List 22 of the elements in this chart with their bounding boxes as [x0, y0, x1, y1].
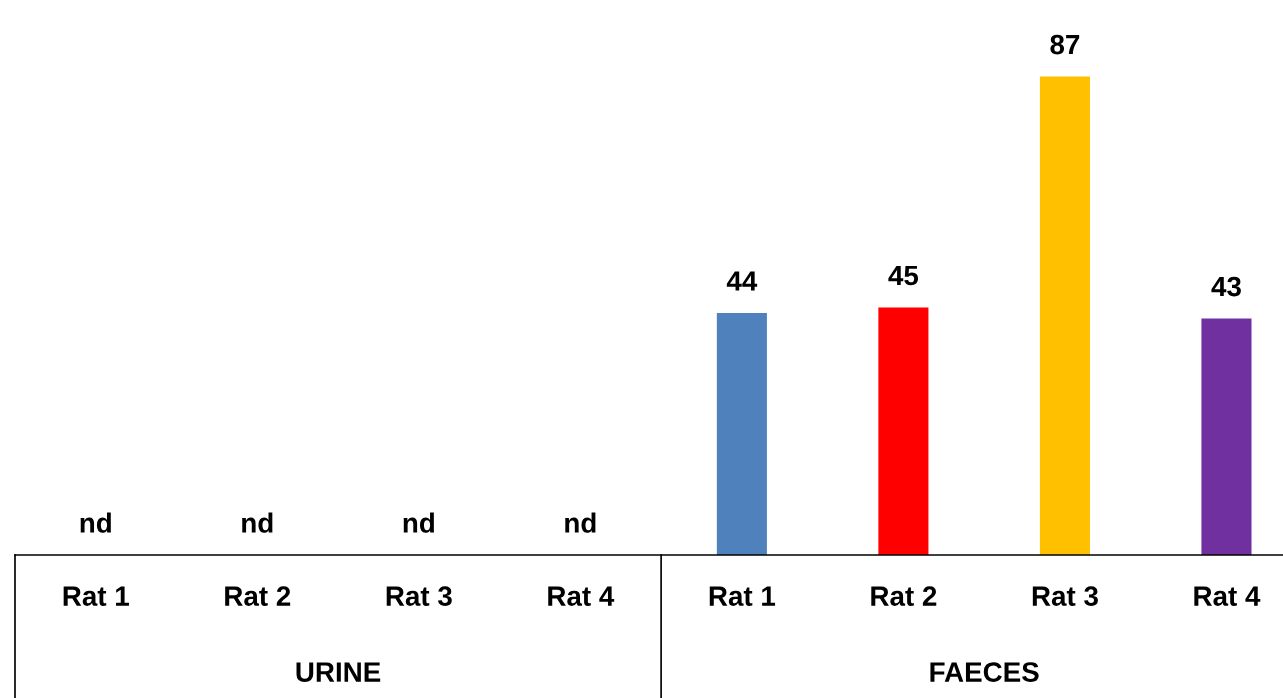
text: FAECES — [930, 662, 1039, 682]
x-tick-label: Rat 2 — [871, 586, 937, 606]
bar — [1039, 76, 1090, 555]
x-tick-label: Rat 1 — [63, 586, 129, 606]
bar — [716, 313, 767, 555]
x-tick-label: Rat 4 — [1194, 586, 1261, 606]
x-tick-label: Rat 1 — [709, 586, 776, 606]
x-tick-label: Rat 3 — [1032, 586, 1098, 606]
data-label: 87 — [1050, 34, 1080, 55]
text: URINE — [296, 662, 381, 682]
text: nd — [403, 512, 434, 533]
data-label: 43 — [1211, 276, 1241, 297]
data-label: 44 — [726, 271, 758, 291]
bar — [1201, 318, 1252, 555]
text: nd — [565, 512, 596, 533]
x-tick-label: Rat 4 — [548, 586, 615, 606]
bar — [878, 307, 929, 555]
data-label: 45 — [888, 265, 919, 286]
text: nd — [80, 512, 111, 533]
x-tick-label: Rat 3 — [386, 586, 452, 606]
x-tick-label: Rat 2 — [225, 586, 291, 606]
text: nd — [242, 512, 273, 533]
